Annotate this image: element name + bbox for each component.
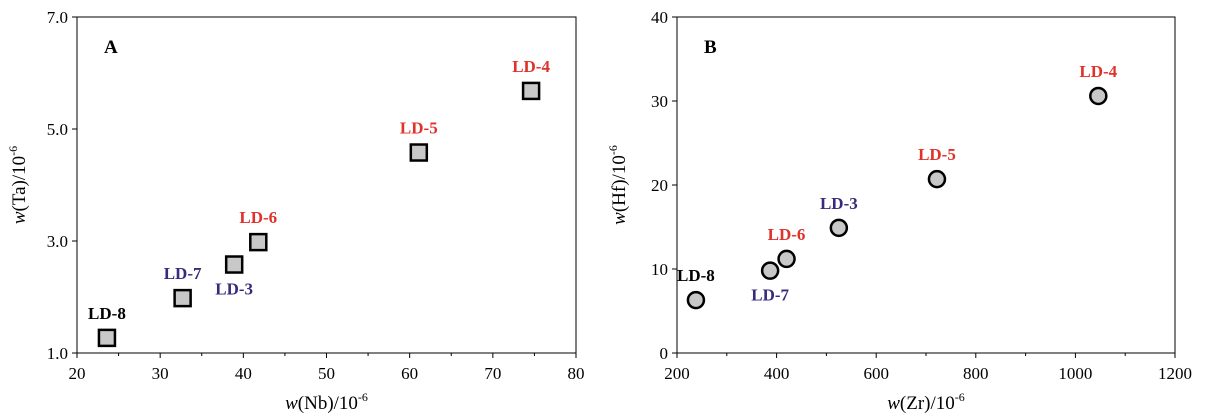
y-tick-label: 3.0 xyxy=(47,232,68,251)
y-tick-label: 1.0 xyxy=(47,344,68,363)
panel-letter: B xyxy=(704,37,717,58)
data-point-ld-6 xyxy=(249,232,268,252)
panel-a: 20 30 40 50 60 70 80 1.0 3.0 5.0 7.0 w(Nb)/10-6 w(Ta… xyxy=(6,8,585,414)
data-label-ld-8: LD-8 xyxy=(88,304,126,323)
data-point-ld-5 xyxy=(409,143,429,162)
data-point-ld-3 xyxy=(224,255,244,274)
data-label-ld-3: LD-3 xyxy=(820,194,858,213)
y-axis-label: w(Hf)/10-6 xyxy=(606,145,630,225)
x-axis-label: w(Nb)/10-6 xyxy=(285,390,368,414)
data-point-ld-7 xyxy=(760,261,780,280)
panel-letter: A xyxy=(104,37,118,58)
data-point-ld-6 xyxy=(777,249,796,269)
data-label-ld-4: LD-4 xyxy=(1079,62,1117,81)
x-tick-label: 70 xyxy=(484,364,501,383)
x-tick-label: 1000 xyxy=(1058,364,1092,383)
data-label-ld-7: LD-7 xyxy=(751,286,789,305)
panel-b: 200 400 600 800 1000 1200 0 10 20 30 40 w(Zr)/10-6 w… xyxy=(606,8,1192,414)
data-label-ld-4: LD-4 xyxy=(512,57,550,76)
data-label-ld-6: LD-6 xyxy=(239,208,277,227)
x-tick-label: 30 xyxy=(152,364,169,383)
data-point-ld-5 xyxy=(927,169,947,189)
y-tick-label: 5.0 xyxy=(47,120,68,139)
data-label-ld-5: LD-5 xyxy=(918,145,956,164)
x-tick-label: 80 xyxy=(568,364,585,383)
x-tick-label: 40 xyxy=(235,364,252,383)
data-label-ld-7: LD-7 xyxy=(164,264,202,283)
y-tick-label: 40 xyxy=(651,8,668,27)
y-axis-label: w(Ta)/10-6 xyxy=(6,146,30,224)
data-point-ld-4 xyxy=(1089,86,1108,106)
x-tick-label: 800 xyxy=(963,364,989,383)
data-point-ld-4 xyxy=(521,81,541,101)
x-tick-label: 600 xyxy=(863,364,889,383)
y-tick-label: 0 xyxy=(660,344,669,363)
data-point-ld-8 xyxy=(97,328,117,348)
x-axis-label: w(Zr)/10-6 xyxy=(887,390,965,414)
x-tick-label: 60 xyxy=(401,364,418,383)
y-tick-label: 20 xyxy=(651,176,668,195)
data-label-ld-5: LD-5 xyxy=(400,119,438,138)
x-tick-label: 50 xyxy=(318,364,335,383)
data-point-ld-8 xyxy=(686,290,706,310)
y-tick-label: 7.0 xyxy=(47,8,68,27)
x-tick-label: 1200 xyxy=(1158,364,1192,383)
data-label-ld-3: LD-3 xyxy=(215,280,253,299)
y-tick-label: 10 xyxy=(651,260,668,279)
y-tick-label: 30 xyxy=(651,92,668,111)
data-point-ld-7 xyxy=(173,288,192,308)
data-label-ld-8: LD-8 xyxy=(677,266,715,285)
data-point-ld-3 xyxy=(829,218,849,238)
x-tick-label: 20 xyxy=(69,364,86,383)
data-label-ld-6: LD-6 xyxy=(768,225,806,244)
x-tick-label: 200 xyxy=(664,364,690,383)
plot-frame xyxy=(76,16,577,354)
x-tick-label: 400 xyxy=(764,364,790,383)
